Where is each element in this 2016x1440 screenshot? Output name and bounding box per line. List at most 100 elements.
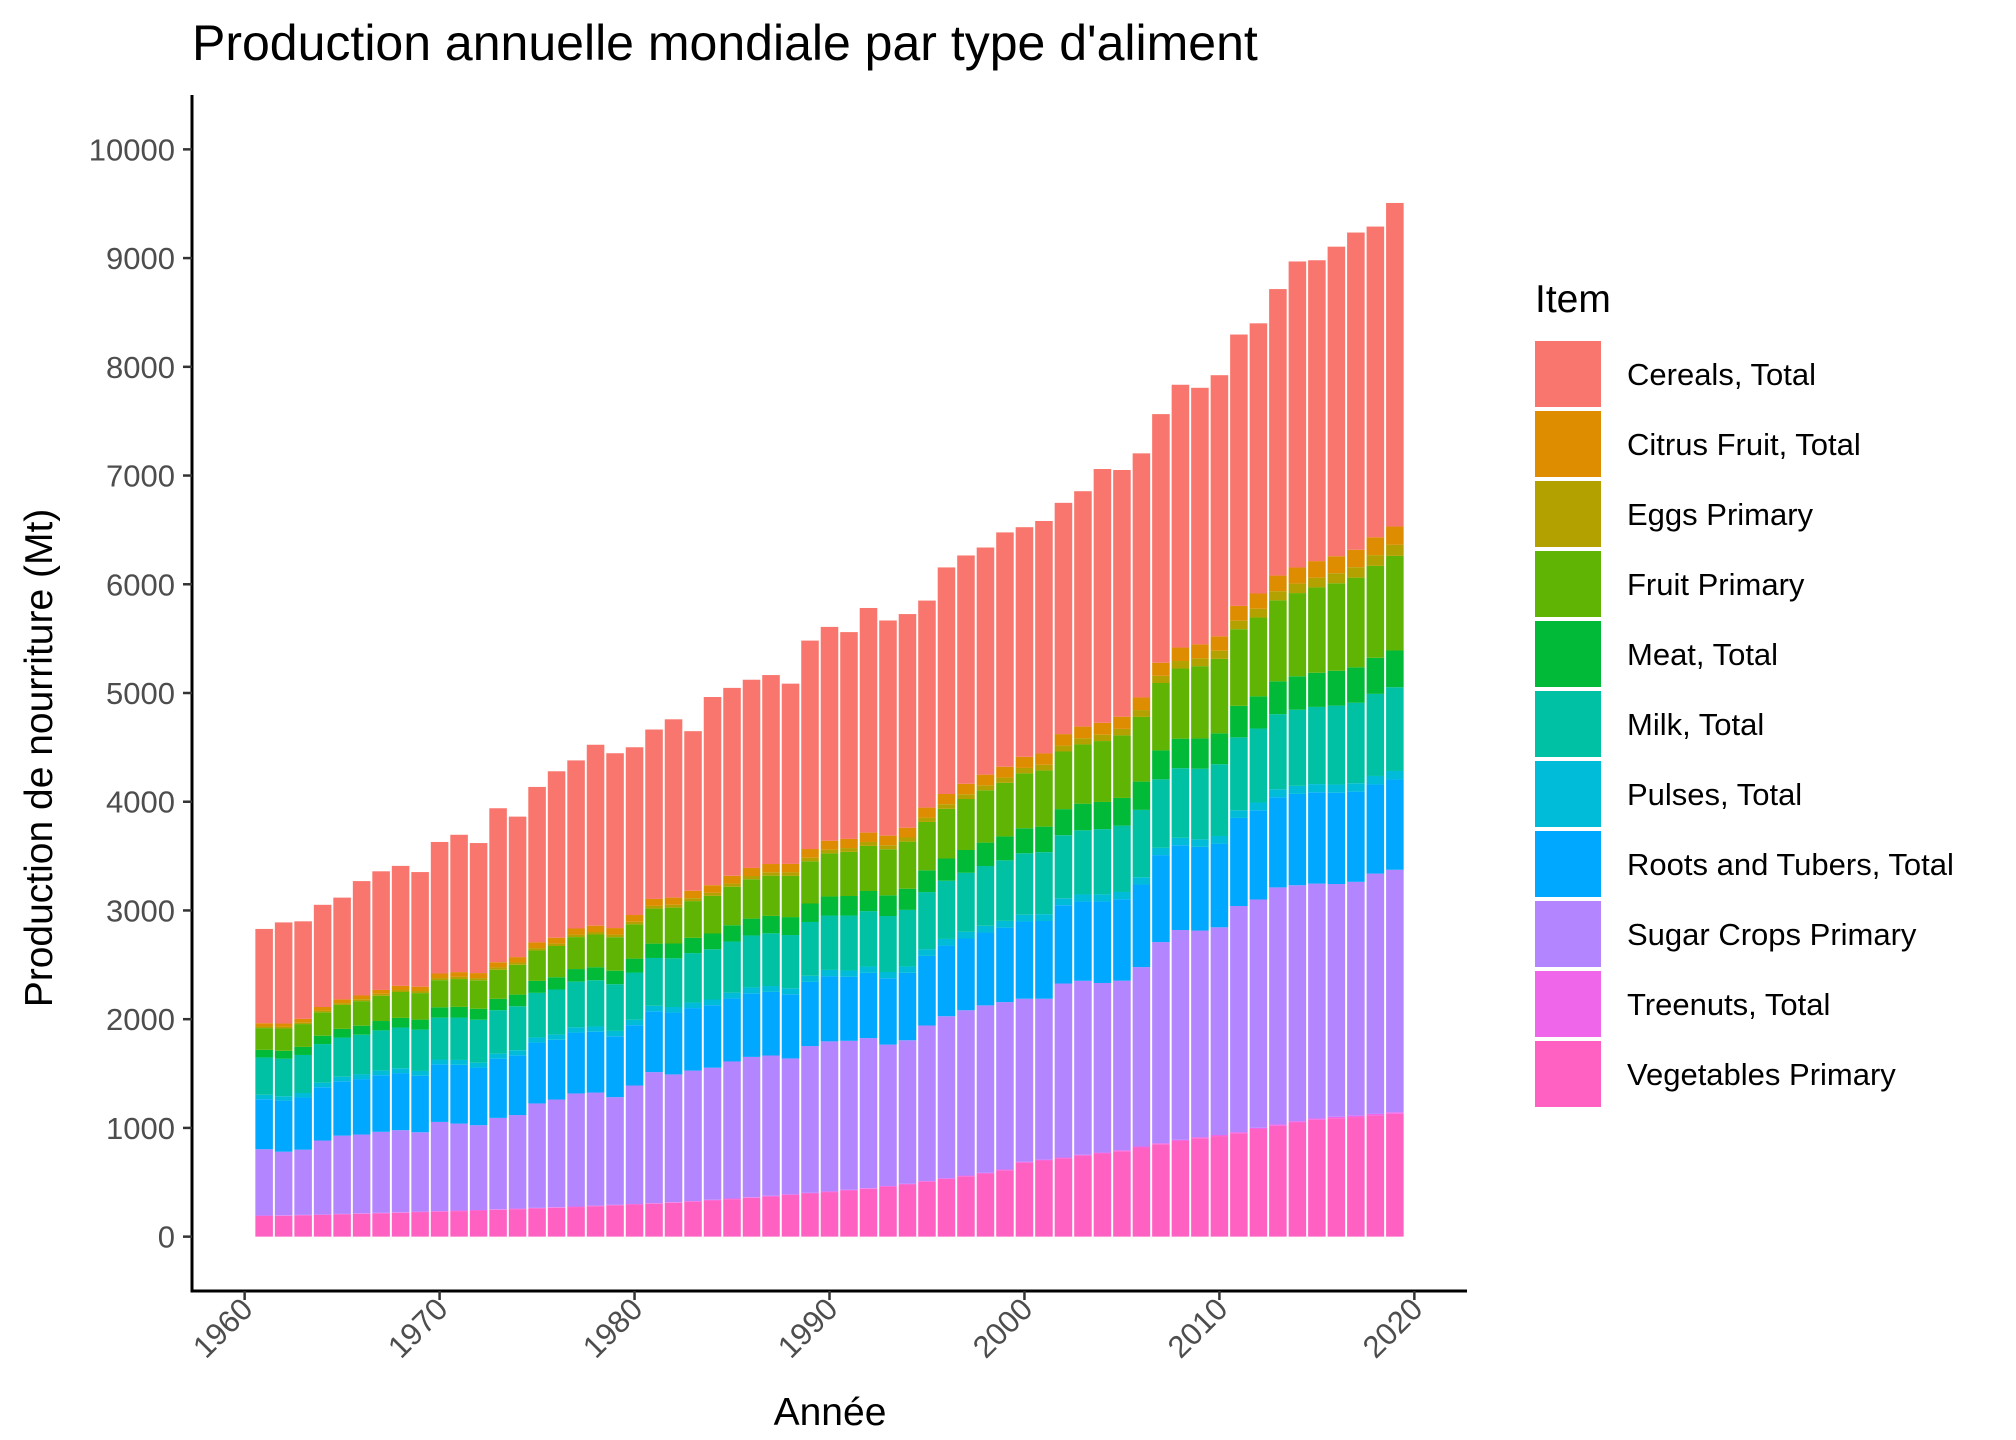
bar-segment [781,917,800,936]
bar-segment [1015,1162,1034,1237]
bar-segment [820,1191,839,1193]
bar-segment [723,925,741,942]
bar-segment [606,984,624,1031]
bar-segment [508,1006,527,1051]
bar-segment [1132,781,1151,810]
bar-segment [391,1068,410,1074]
bar-segment [1074,830,1092,895]
bar-segment [567,1207,585,1237]
bar-segment [664,1012,683,1075]
bar-segment [606,937,624,971]
bar-segment [1093,829,1112,895]
bar-segment [976,785,995,791]
bar-segment [1269,575,1287,592]
legend-title: Item [1535,278,1611,321]
bar-segment [1093,734,1112,742]
bar-segment [411,986,429,992]
bar-segment [820,1192,839,1237]
bar-segment [430,1017,449,1060]
bar-segment [606,1097,624,1205]
bar-segment [957,783,975,795]
bar-segment [255,1028,273,1050]
bar-segment [703,885,722,893]
bar-segment [1035,770,1053,827]
bar-segment [274,1026,293,1029]
bar-segment [898,1183,917,1185]
bar-segment [469,978,488,981]
bar-segment [489,1058,507,1118]
bar-segment [333,1214,351,1237]
bar-segment [918,892,936,950]
bar-segment [996,1170,1014,1237]
legend-label: Sugar Crops Primary [1627,917,1917,952]
bar-segment [742,987,761,994]
bar-segment [1327,784,1346,793]
bar-segment [489,1010,507,1054]
bar-segment [1327,246,1346,557]
bar-segment [508,957,527,963]
bar-segment [1249,1127,1268,1129]
bar-segment [1366,555,1385,566]
legend-key [1535,551,1601,617]
bar-segment [1366,657,1385,694]
bar-segment [1113,716,1131,729]
bar-segment [1132,716,1151,782]
bar-segment [918,955,936,1026]
bar-segment [957,931,975,939]
bar-segment [625,1085,644,1205]
bar-segment [1054,745,1073,752]
bar-segment [1093,741,1112,802]
bar-segment [430,1007,449,1018]
bar-segment [313,1007,332,1011]
bar-segment [684,1201,702,1202]
bar-segment [625,924,644,959]
bar-segment [762,875,780,916]
bar-segment [1074,894,1092,902]
bar-segment [957,872,975,932]
bar-segment [1035,826,1053,853]
bar-segment [1054,1158,1073,1237]
bar-segment [762,675,780,865]
bar-segment [274,922,293,1024]
bar-segment [430,978,449,981]
bar-segment [957,850,975,873]
bar-segment [781,872,800,876]
bar-segment [1132,967,1151,1147]
bar-segment [313,904,332,1007]
bar-segment [684,901,702,938]
bar-segment [996,777,1014,783]
bar-segment [879,1185,897,1187]
bar-segment [567,1206,585,1208]
bar-segment [547,771,566,938]
bar-segment [450,1210,468,1212]
bar-segment [586,1031,605,1093]
bar-segment [1171,930,1190,1140]
bar-segment [1347,881,1365,1116]
bar-segment [840,976,858,1041]
bar-segment [801,921,819,976]
bar-segment [1191,1138,1209,1237]
bar-segment [313,1044,332,1083]
bar-segment [996,920,1014,928]
bar-segment [664,958,683,1007]
bar-segment [1308,577,1326,588]
bar-segment [937,945,956,1017]
bar-segment [1327,792,1346,885]
bar-segment [684,731,702,891]
bar-segment [840,632,858,839]
bar-segment [1386,544,1404,556]
bar-segment [372,993,390,996]
bar-segment [1230,810,1248,818]
legend-key [1535,901,1601,967]
bar-segment [547,1207,566,1208]
bar-segment [645,957,663,1006]
bar-segment [1347,577,1365,668]
bar-segment [1113,825,1131,892]
bar-segment [547,943,566,947]
bar-segment [1308,1118,1326,1120]
bar-segment [684,890,702,899]
bar-segment [625,1204,644,1205]
bar-segment [391,865,410,986]
bar-segment [352,995,371,1000]
bar-segment [645,729,663,899]
